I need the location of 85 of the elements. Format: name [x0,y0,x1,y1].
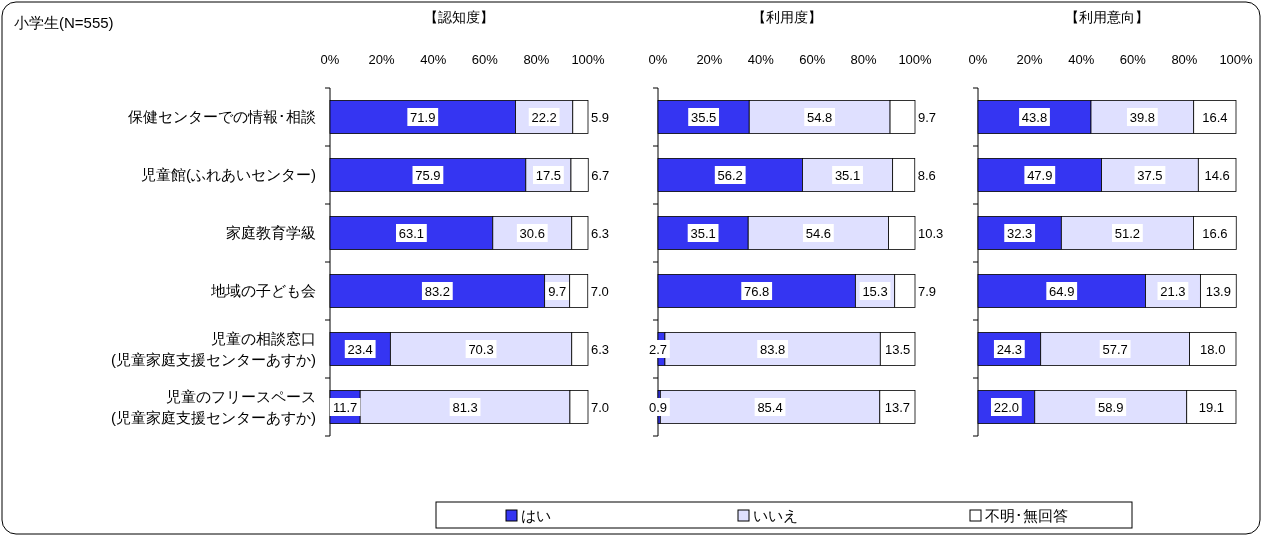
data-label: 35.1 [834,168,861,183]
data-label: 23.4 [347,342,373,357]
data-label: 83.2 [424,284,450,299]
data-label: 51.2 [1114,226,1141,241]
data-label: 9.7 [548,284,567,299]
y-tick-label: 児童の相談窓口 (児童家庭支援センターあすか) [111,330,316,368]
data-label: 35.5 [690,110,717,125]
data-label: 15.3 [862,284,888,299]
data-label: 71.9 [410,110,436,125]
data-label: 7.9 [918,284,937,299]
x-tick-label: 60% [1119,52,1147,67]
data-label: 7.0 [590,284,609,299]
data-label: 5.9 [591,110,610,125]
data-label: 75.9 [415,168,441,183]
x-tick-label: 100% [898,52,933,67]
x-tick-label: 60% [799,52,826,67]
data-label: 85.4 [757,400,783,415]
x-tick-label: 40% [747,52,775,67]
data-label: 39.8 [1129,110,1155,125]
data-label: 32.3 [1007,226,1033,241]
y-tick-label: 地域の子ども会 [210,282,316,299]
data-label: 8.6 [917,168,936,183]
data-label: 2.7 [648,342,668,357]
data-label: 58.9 [1098,400,1124,415]
x-tick-label: 80% [1171,52,1198,67]
x-tick-label: 20% [368,52,396,67]
data-label: 57.7 [1102,342,1128,357]
data-label: 16.6 [1202,226,1228,241]
data-label: 30.6 [519,226,545,241]
data-label: 64.9 [1049,284,1075,299]
data-label: 37.5 [1137,168,1163,183]
legend-label: いいえ [753,507,798,524]
y-tick-label: 家庭教育学級 [226,224,316,241]
legend-label: 不明･無回答 [985,507,1068,524]
x-tick-label: 80% [523,52,550,67]
data-label: 13.5 [885,342,911,357]
x-tick-label: 20% [1016,52,1044,67]
data-label: 81.3 [452,400,478,415]
data-label: 22.0 [993,400,1020,415]
data-label: 7.0 [591,400,610,415]
data-label: 17.5 [535,168,562,183]
x-tick-label: 60% [471,52,499,67]
data-label: 83.8 [759,342,786,357]
y-tick-label: 児童館(ふれあいセンター) [141,166,316,183]
data-label: 9.7 [918,110,937,125]
data-label: 10.3 [918,226,944,241]
x-tick-label: 40% [420,52,447,67]
chart-title: 【利用意向】 [1065,9,1149,25]
data-label: 24.3 [996,342,1022,357]
chart-title: 【利用度】 [751,9,822,25]
data-label: 19.1 [1198,400,1225,415]
data-label: 16.4 [1202,110,1228,125]
x-tick-label: 0% [648,52,668,67]
data-label: 22.2 [531,110,557,125]
data-label: 21.3 [1160,284,1186,299]
data-label: 56.2 [717,168,743,183]
legend-label: はい [521,507,551,524]
x-tick-label: 100% [571,52,606,67]
data-label: 11.7 [332,400,358,415]
data-label: 54.6 [805,226,832,241]
data-label: 14.6 [1204,168,1230,183]
x-tick-label: 20% [696,52,723,67]
data-label: 70.3 [468,342,494,357]
data-label: 6.7 [591,168,610,183]
y-tick-label: 保健センターでの情報･相談 [128,108,316,125]
x-tick-label: 0% [320,52,340,67]
x-tick-label: 80% [850,52,878,67]
x-tick-label: 40% [1068,52,1095,67]
data-label: 13.9 [1205,284,1231,299]
data-label: 18.0 [1200,342,1226,357]
data-label: 35.1 [690,226,716,241]
text: 小学生(N=555) [14,14,114,31]
data-label: 76.8 [744,284,770,299]
chart-title: 【認知度】 [424,9,494,25]
data-label: 0.9 [648,400,668,415]
x-tick-label: 0% [968,52,988,67]
y-tick-label: 児童のフリースペース (児童家庭支援センターあすか) [111,388,316,426]
x-tick-label: 100% [1219,52,1254,67]
data-label: 6.3 [591,226,610,241]
data-label: 13.7 [884,400,911,415]
data-label: 47.9 [1027,168,1053,183]
data-label: 54.8 [807,110,833,125]
data-label: 43.8 [1021,110,1048,125]
data-label: 63.1 [398,226,425,241]
data-label: 6.3 [591,342,610,357]
